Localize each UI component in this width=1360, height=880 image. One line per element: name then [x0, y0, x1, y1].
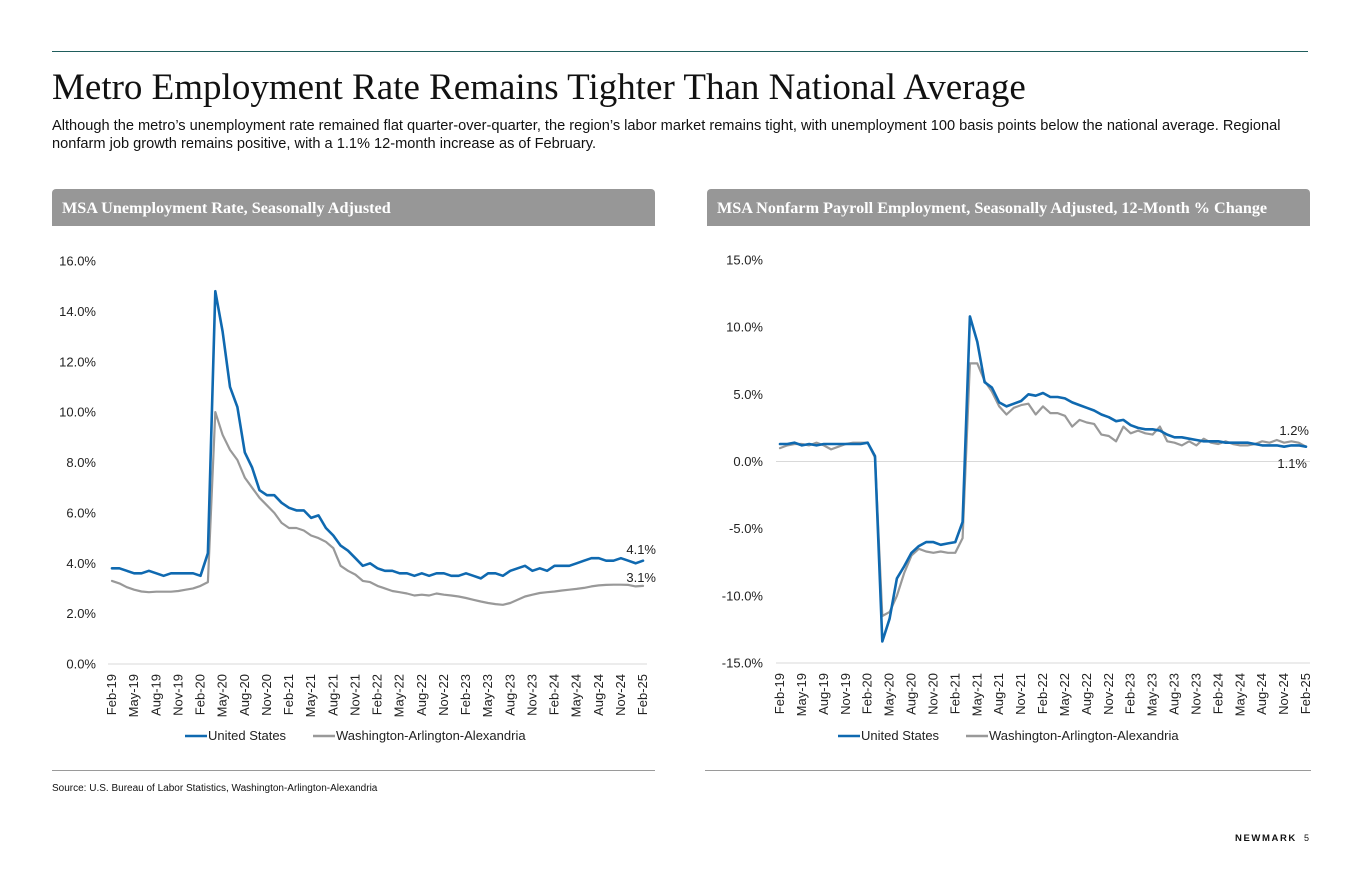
x-tick-label: Nov-19 — [170, 674, 185, 716]
page-title: Metro Employment Rate Remains Tighter Th… — [52, 67, 1026, 108]
y-tick-label: 5.0% — [733, 387, 763, 402]
x-tick-label: Aug-23 — [502, 674, 517, 716]
y-tick-label: 0.0% — [66, 657, 96, 672]
x-tick-label: Nov-24 — [613, 674, 628, 716]
x-tick-label: Nov-24 — [1276, 673, 1291, 715]
us-end-label: 4.1% — [626, 542, 656, 557]
x-tick-label: Feb-20 — [860, 673, 875, 714]
x-tick-label: Feb-25 — [1298, 673, 1313, 714]
x-tick-label: Aug-22 — [1079, 673, 1094, 715]
page-number: 5 — [1304, 833, 1310, 843]
us-end-label: 1.2% — [1279, 423, 1309, 438]
x-tick-label: Feb-21 — [281, 674, 296, 715]
legend-us-label: United States — [861, 728, 940, 743]
y-tick-label: 10.0% — [726, 320, 763, 335]
left-bottom-rule — [52, 770, 655, 771]
x-tick-label: Aug-19 — [816, 673, 831, 715]
x-tick-label: Feb-21 — [947, 673, 962, 714]
y-tick-label: 0.0% — [733, 454, 763, 469]
x-tick-label: Feb-20 — [193, 674, 208, 715]
x-tick-label: Aug-21 — [325, 674, 340, 716]
x-tick-label: May-22 — [1057, 673, 1072, 716]
x-tick-label: Nov-21 — [1013, 673, 1028, 715]
x-tick-label: May-23 — [1145, 673, 1160, 716]
y-tick-label: 2.0% — [66, 606, 96, 621]
legend-metro-label: Washington-Arlington-Alexandria — [989, 728, 1179, 743]
x-tick-label: May-20 — [215, 674, 230, 717]
x-tick-label: Aug-21 — [991, 673, 1006, 715]
x-tick-label: Feb-25 — [635, 674, 650, 715]
metro-end-label: 1.1% — [1277, 456, 1307, 471]
x-tick-label: Feb-19 — [772, 673, 787, 714]
right-bottom-rule — [705, 770, 1311, 771]
legend-metro-label: Washington-Arlington-Alexandria — [336, 728, 526, 743]
y-tick-label: 14.0% — [59, 304, 96, 319]
metro-series-line — [778, 362, 1308, 618]
right-chart-header: MSA Nonfarm Payroll Employment, Seasonal… — [707, 189, 1310, 226]
x-tick-label: May-21 — [303, 674, 318, 717]
x-tick-label: Nov-23 — [1188, 673, 1203, 715]
x-tick-label: Nov-20 — [925, 673, 940, 715]
x-tick-label: Feb-19 — [104, 674, 119, 715]
metro-series-line — [110, 411, 645, 606]
x-tick-label: Nov-20 — [259, 674, 274, 716]
us-series-line — [778, 315, 1308, 643]
x-tick-label: Aug-24 — [1254, 673, 1269, 715]
legend-us-label: United States — [208, 728, 287, 743]
x-tick-label: May-19 — [794, 673, 809, 716]
x-tick-label: Feb-24 — [1210, 673, 1225, 714]
left-chart-header: MSA Unemployment Rate, Seasonally Adjust… — [52, 189, 655, 226]
top-rule — [52, 51, 1308, 52]
us-series-line — [110, 289, 645, 580]
x-tick-label: Feb-23 — [458, 674, 473, 715]
x-tick-label: Aug-19 — [148, 674, 163, 716]
x-tick-label: May-23 — [480, 674, 495, 717]
y-tick-label: 12.0% — [59, 354, 96, 369]
x-tick-label: Nov-23 — [524, 674, 539, 716]
x-tick-label: May-19 — [126, 674, 141, 717]
x-tick-label: May-22 — [392, 674, 407, 717]
x-tick-label: Aug-20 — [904, 673, 919, 715]
x-tick-label: Feb-23 — [1123, 673, 1138, 714]
x-tick-label: Aug-23 — [1167, 673, 1182, 715]
y-tick-label: 15.0% — [726, 253, 763, 268]
y-tick-label: 6.0% — [66, 505, 96, 520]
y-tick-label: 16.0% — [59, 254, 96, 269]
x-tick-label: May-24 — [1232, 673, 1247, 716]
x-tick-label: Aug-24 — [591, 674, 606, 716]
y-tick-label: -5.0% — [729, 521, 763, 536]
x-tick-label: Nov-19 — [838, 673, 853, 715]
metro-end-label: 3.1% — [626, 570, 656, 585]
y-tick-label: 4.0% — [66, 556, 96, 571]
x-tick-label: Feb-22 — [1035, 673, 1050, 714]
x-tick-label: Aug-20 — [237, 674, 252, 716]
x-tick-label: Aug-22 — [414, 674, 429, 716]
source-note: Source: U.S. Bureau of Labor Statistics,… — [52, 783, 378, 794]
y-tick-label: -10.0% — [722, 588, 764, 603]
x-tick-label: Feb-24 — [547, 674, 562, 715]
x-tick-label: May-21 — [969, 673, 984, 716]
x-tick-label: Feb-22 — [370, 674, 385, 715]
unemployment-rate-chart: 0.0% 2.0% 4.0% 6.0% 8.0% 10.0% 12.0% 14.0% 16.0%… — [59, 254, 656, 744]
page-subtitle: Although the metro’s unemployment rate r… — [52, 118, 1281, 152]
x-tick-label: Nov-22 — [436, 674, 451, 716]
brand-logo: NEWMARK — [1235, 833, 1297, 844]
y-tick-label: 8.0% — [66, 455, 96, 470]
x-tick-label: Nov-21 — [347, 674, 362, 716]
x-tick-label: May-20 — [882, 673, 897, 716]
nonfarm-payroll-chart: -15.0% -10.0% -5.0% 0.0% 5.0% 10.0% 15.0% Feb-1… — [722, 253, 1313, 744]
x-tick-label: Nov-22 — [1101, 673, 1116, 715]
x-tick-label: May-24 — [569, 674, 584, 717]
y-tick-label: 10.0% — [59, 405, 96, 420]
y-tick-label: -15.0% — [722, 656, 764, 671]
